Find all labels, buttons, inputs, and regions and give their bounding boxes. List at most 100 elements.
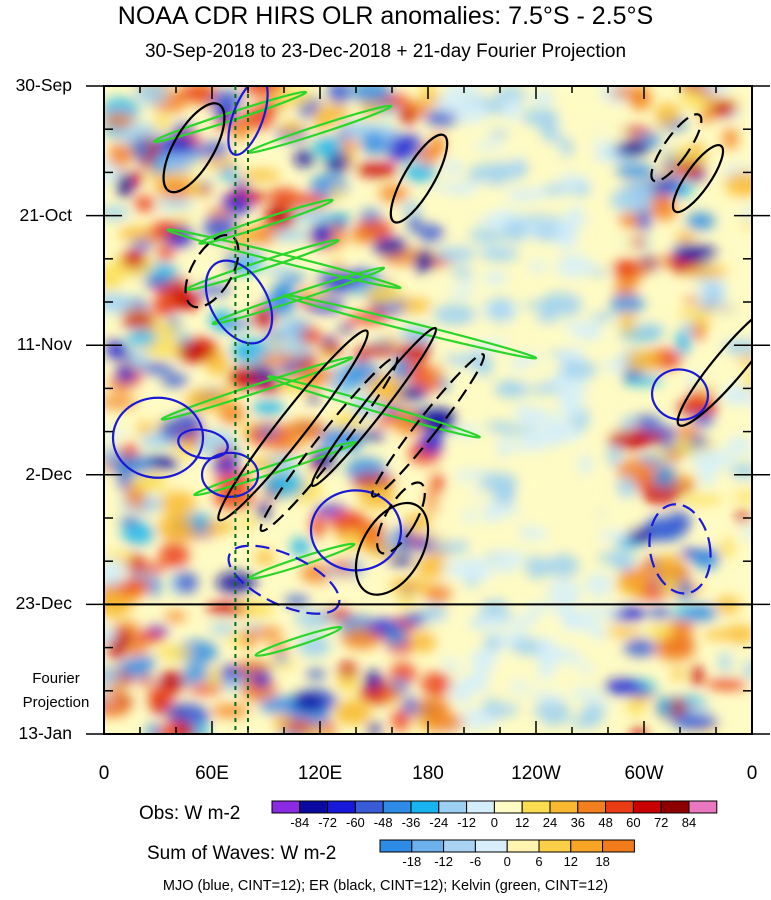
- anomaly-blob: [104, 112, 134, 128]
- er-contour: [310, 326, 438, 488]
- anomaly-blob: [290, 537, 311, 557]
- colorbar-swatch: [438, 800, 468, 814]
- anomaly-blob: [357, 527, 384, 548]
- anomaly-blob: [648, 606, 671, 620]
- anomaly-blob: [479, 247, 521, 261]
- anomaly-blob: [293, 150, 315, 168]
- anomaly-blob: [128, 475, 169, 491]
- anomaly-blob: [123, 642, 148, 657]
- anomaly-blob: [268, 187, 299, 206]
- anomaly-blob: [744, 368, 752, 393]
- colorbar-tick-label: -60: [345, 815, 365, 830]
- anomaly-blob: [741, 220, 752, 229]
- anomaly-blob: [444, 211, 466, 224]
- kelvin-contour: [254, 625, 343, 657]
- anomaly-blob: [253, 626, 283, 640]
- anomaly-blob: [652, 466, 677, 488]
- anomaly-blob: [616, 476, 636, 499]
- anomaly-blob: [637, 207, 651, 232]
- anomaly-blob: [544, 554, 580, 578]
- anomaly-blob: [655, 638, 696, 662]
- anomaly-blob: [349, 229, 376, 244]
- anomaly-blob: [431, 183, 465, 193]
- anomaly-blob: [656, 696, 673, 717]
- anomaly-blob: [706, 302, 748, 322]
- anomaly-blob: [131, 238, 154, 250]
- anomaly-blob: [547, 631, 592, 642]
- colorbar-swatch: [570, 839, 604, 853]
- colorbar-tick-label: -24: [429, 815, 449, 830]
- obs-colorbar-label: Obs: W m-2: [139, 803, 241, 824]
- x-tick-label: 60E: [195, 763, 229, 784]
- anomaly-blob: [294, 610, 334, 628]
- anomaly-blob: [143, 278, 168, 287]
- kelvin-contour: [198, 198, 334, 245]
- kelvin-contour: [248, 542, 356, 580]
- anomaly-blob: [667, 510, 692, 536]
- anomaly-blob: [188, 683, 224, 695]
- anomaly-blob: [126, 329, 158, 347]
- anomaly-blob: [388, 97, 402, 107]
- anomaly-blob: [730, 463, 752, 480]
- anomaly-blob: [567, 206, 584, 216]
- anomaly-blob: [545, 146, 561, 166]
- mjo-contour: [648, 503, 712, 595]
- anomaly-blob: [469, 123, 492, 142]
- anomaly-blob: [156, 645, 193, 660]
- anomaly-blob: [658, 576, 683, 591]
- anomaly-blob: [297, 634, 331, 658]
- anomaly-blob: [597, 529, 638, 541]
- anomaly-blob: [735, 355, 752, 365]
- anomaly-blob: [573, 222, 589, 249]
- colorbar-swatch: [577, 800, 607, 814]
- anomaly-blob: [515, 361, 556, 385]
- anomaly-blob: [177, 722, 196, 734]
- anomaly-blob: [587, 128, 626, 143]
- olr-anomaly-field: [104, 86, 752, 734]
- anomaly-blob: [473, 355, 494, 377]
- anomaly-blob: [503, 219, 529, 244]
- anomaly-blob: [288, 693, 326, 712]
- anomaly-blob: [152, 116, 172, 132]
- anomaly-blob: [650, 198, 678, 221]
- anomaly-blob: [341, 626, 382, 650]
- anomaly-blob: [694, 320, 711, 331]
- anomaly-blob: [722, 127, 739, 150]
- anomaly-blob: [563, 390, 589, 401]
- anomaly-blob: [347, 312, 390, 325]
- anomaly-blob: [199, 141, 230, 158]
- er-contour: [354, 501, 430, 596]
- anomaly-blob: [136, 422, 153, 435]
- anomaly-blob: [531, 239, 563, 254]
- kelvin-contour: [166, 228, 402, 290]
- anomaly-blob: [496, 383, 522, 392]
- anomaly-blob: [164, 611, 187, 622]
- colorbar-swatch: [271, 800, 301, 814]
- anomaly-blob: [507, 454, 545, 466]
- anomaly-blob: [129, 171, 144, 186]
- anomaly-blob: [464, 670, 488, 689]
- colorbar-tick-label: -36: [401, 815, 421, 830]
- anomaly-blob: [118, 226, 152, 241]
- anomaly-blob: [463, 509, 477, 523]
- anomaly-blob: [104, 396, 138, 409]
- anomaly-blob: [133, 195, 156, 212]
- anomaly-blob: [625, 698, 647, 716]
- anomaly-blob: [115, 366, 135, 383]
- anomaly-blob: [402, 612, 428, 626]
- er-contour: [671, 143, 725, 214]
- anomaly-blob: [264, 471, 305, 498]
- anomaly-blob: [430, 133, 446, 159]
- er-contour: [217, 329, 369, 522]
- projection-label-line1: Fourier: [32, 670, 80, 687]
- anomaly-blob: [606, 626, 641, 637]
- anomaly-blob: [538, 657, 555, 681]
- anomaly-blob: [555, 86, 592, 96]
- anomaly-blob: [284, 273, 306, 283]
- anomaly-blob: [558, 488, 579, 506]
- anomaly-blob: [161, 373, 188, 388]
- anomaly-blob: [675, 330, 691, 356]
- anomaly-blob: [621, 374, 664, 386]
- anomaly-blob: [697, 358, 729, 371]
